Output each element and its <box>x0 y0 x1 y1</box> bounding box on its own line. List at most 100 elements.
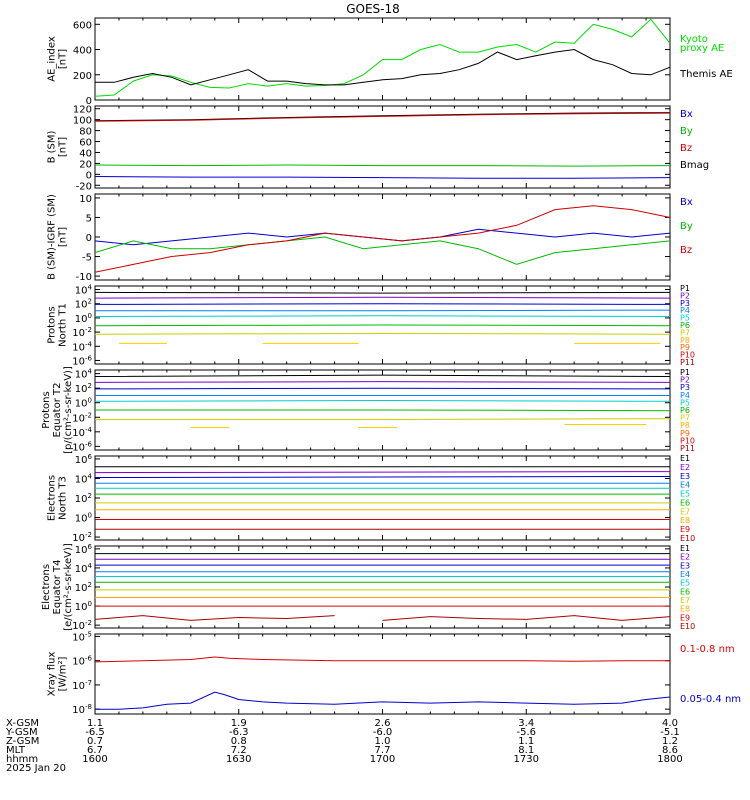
series-line <box>94 399 671 402</box>
y-tick-label: 10-8 <box>72 703 92 716</box>
y-tick-label: 10-6 <box>72 440 92 453</box>
y-tick-label: 10-6 <box>72 655 92 668</box>
legend-label: P11 <box>680 444 695 453</box>
panel-frame <box>94 17 671 101</box>
orbit-value: 0.7 <box>87 736 103 747</box>
legend-label: P7 <box>680 414 690 423</box>
legend-label: P10 <box>680 351 695 360</box>
legend-label: P8 <box>680 336 690 345</box>
series-line <box>94 236 671 265</box>
y-axis-label: Protons <box>47 306 58 343</box>
y-axis-label: [W/m²] <box>58 656 69 691</box>
orbit-value: 1.0 <box>375 736 391 747</box>
legend-label: E3 <box>680 561 690 570</box>
y-tick-label: 100 <box>75 600 92 613</box>
y-axis-label: [nT] <box>58 137 69 157</box>
legend-label: P8 <box>680 421 690 430</box>
panel-3: -10 -5 0 5 10 B (SM)-IGRF (SM) [nT] Bx By Bz <box>47 193 693 283</box>
y-axis-label: Electrons <box>41 564 52 610</box>
legend-label: 0.1-0.8 nm <box>680 644 735 655</box>
legend-label: P3 <box>680 383 690 392</box>
y-axis-label: Equator T4 <box>52 560 63 615</box>
orbit-value: 4.0 <box>662 718 678 729</box>
y-axis-label: North T1 <box>58 303 69 347</box>
orbit-value: -6.5 <box>85 727 105 738</box>
legend-label: E4 <box>680 570 690 579</box>
legend-label: E5 <box>680 579 690 588</box>
legend-label: E1 <box>680 454 690 463</box>
legend-label: E1 <box>680 544 690 553</box>
y-tick-label: 100 <box>75 397 92 410</box>
series-line <box>94 476 671 478</box>
series-line <box>94 176 671 179</box>
orbit-value: -6.0 <box>373 727 393 738</box>
y-tick-label: 104 <box>75 368 93 381</box>
orbit-value: 1.2 <box>662 736 678 747</box>
orbit-value: -5.1 <box>660 727 680 738</box>
y-tick-label: -5 <box>82 253 92 264</box>
legend-label: 0.05-0.4 nm <box>680 694 741 705</box>
series-line <box>95 409 671 412</box>
orbit-value: 1.9 <box>231 718 247 729</box>
legend-label: P10 <box>680 436 695 445</box>
legend-label: E9 <box>680 613 690 622</box>
y-tick-label: 100 <box>75 312 92 325</box>
series-line <box>95 48 671 86</box>
legend-label: E6 <box>680 587 690 596</box>
orbit-row-label: MLT <box>6 745 26 756</box>
y-tick-label: 10-2 <box>72 326 92 339</box>
y-tick-label: 40 <box>79 148 92 159</box>
legend-label: P1 <box>680 284 690 293</box>
series-line <box>94 18 671 97</box>
legend-label: P4 <box>680 391 690 400</box>
y-tick-label: 102 <box>75 382 92 395</box>
orbit-value: 1800 <box>657 754 682 765</box>
orbit-value: 6.7 <box>87 745 103 756</box>
series-line <box>95 418 671 420</box>
panel-frame <box>94 545 671 629</box>
legend-label: Bmag <box>680 160 709 171</box>
legend-label: By <box>680 126 693 137</box>
series-line <box>94 296 671 299</box>
legend-label: P3 <box>680 299 690 308</box>
series-line <box>95 309 671 312</box>
y-axis-label: North T3 <box>58 476 69 520</box>
orbit-value: 1700 <box>370 754 395 765</box>
legend-label: Bx <box>680 109 693 120</box>
series-line <box>94 303 671 305</box>
orbit-value: 8.6 <box>662 745 678 756</box>
orbit-value: -5.6 <box>516 727 536 738</box>
panel-7: 106 104 102 100 10-2 Electrons Equator T4 [e/(c… <box>41 543 695 632</box>
legend-label: Themis AE <box>679 69 733 80</box>
y-axis-label: Protons <box>41 391 52 428</box>
legend-label: E2 <box>680 463 690 472</box>
orbit-value: 1730 <box>514 754 539 765</box>
y-tick-label: 600 <box>73 20 92 31</box>
legend-label: E5 <box>680 490 690 499</box>
y-tick-label: 10-4 <box>72 340 92 353</box>
series-line <box>95 691 671 710</box>
orbit-value: 1600 <box>82 754 107 765</box>
legend-label: E7 <box>680 507 690 516</box>
y-tick-label: 10 <box>79 194 92 205</box>
y-tick-label: 104 <box>75 284 93 297</box>
y-tick-label: 104 <box>75 472 93 485</box>
orbit-value: 7.7 <box>375 745 391 756</box>
legend-label: E8 <box>680 605 690 614</box>
orbit-row-label: Y-GSM <box>5 727 38 738</box>
legend-label: P7 <box>680 328 690 337</box>
orbit-row-label: Z-GSM <box>6 736 39 747</box>
series-line <box>94 656 670 663</box>
y-tick-label: 100 <box>73 116 92 127</box>
y-tick-label: 80 <box>79 127 92 138</box>
legend-label: E3 <box>680 472 690 481</box>
legend-label: Kyoto <box>680 34 708 45</box>
series-line <box>94 324 671 327</box>
legend-label: E7 <box>680 596 690 605</box>
legend-label: P9 <box>680 343 690 352</box>
series-line <box>94 374 671 377</box>
legend-label: Bx <box>680 197 693 208</box>
